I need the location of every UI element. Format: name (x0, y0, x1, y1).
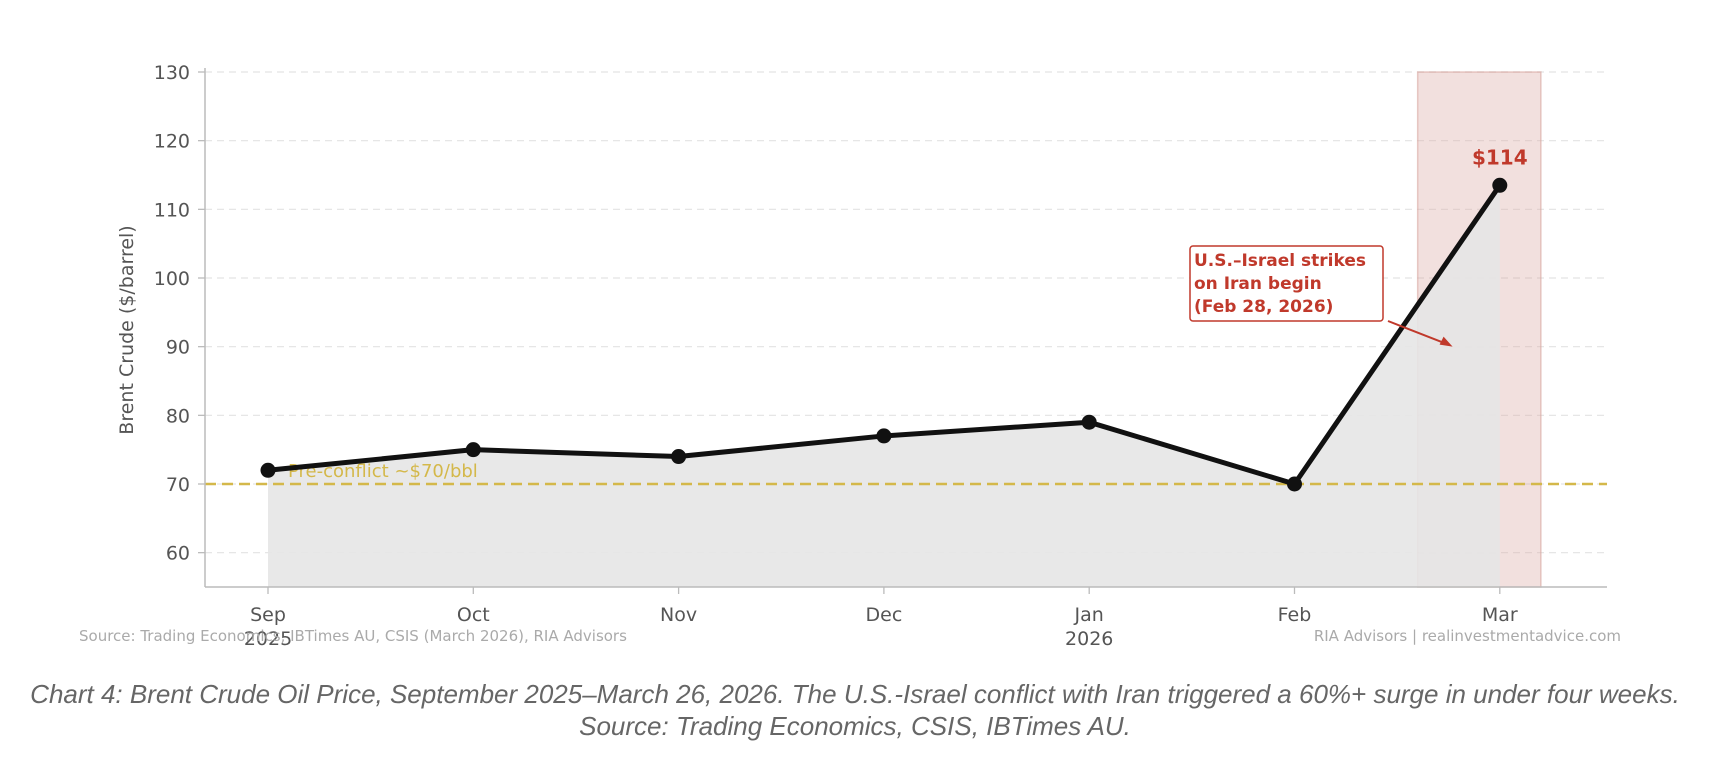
data-point (260, 462, 276, 478)
annotation-arrow-head (1439, 336, 1453, 347)
strike-annotation-box (1189, 245, 1384, 322)
area-under-line (268, 185, 1500, 588)
area-fill (268, 185, 1500, 588)
x-tick-sublabel: 2025 (244, 628, 292, 650)
annotation-arrow-shaft (1387, 320, 1449, 346)
strike-annotation-text: U.S.–Israel strikes (1194, 251, 1366, 271)
y-tick-label: 130 (154, 62, 190, 84)
annotations: U.S.–Israel strikes on Iran begin (Feb 28,… (1189, 145, 1528, 347)
data-point (876, 428, 892, 444)
x-tick-label: Jan (1074, 604, 1104, 626)
y-tick-label: 80 (166, 405, 190, 427)
strike-annotation-text: on Iran begin (1194, 274, 1322, 294)
data-point (1081, 414, 1097, 430)
y-tick-label: 110 (154, 199, 190, 221)
y-tick-label: 90 (166, 337, 190, 359)
x-tick-sublabel: 2026 (1065, 628, 1113, 650)
x-tick-label: Dec (866, 604, 903, 626)
data-point (465, 442, 481, 458)
data-point (671, 449, 687, 465)
chart-caption: Chart 4: Brent Crude Oil Price, Septembe… (30, 679, 1680, 741)
x-tick-label: Feb (1278, 604, 1312, 626)
pre-conflict-label: Pre-conflict ~$70/bbl (288, 461, 478, 482)
y-axis-label: Brent Crude ($/barrel) (116, 225, 138, 434)
y-tick-label: 120 (154, 131, 190, 153)
source-right: RIA Advisors | realinvestmentadvice.com (1314, 627, 1621, 645)
reference-line-group: Pre-conflict ~$70/bbl (205, 461, 1607, 486)
data-point (1287, 476, 1302, 492)
x-tick-label: Sep (250, 604, 286, 626)
x-tick-label: Nov (660, 604, 697, 626)
source-left: Source: Trading Economics, IBTimes AU, C… (79, 627, 627, 645)
strike-annotation-text: (Feb 28, 2026) (1194, 297, 1333, 317)
y-tick-label: 60 (166, 543, 190, 565)
series-line-group (260, 177, 1508, 492)
y-tick-label: 100 (154, 268, 190, 290)
data-point (1492, 177, 1508, 193)
peak-price-label: $114 (1472, 145, 1528, 169)
x-tick-label: Mar (1482, 604, 1518, 626)
y-tick-label: 70 (166, 474, 190, 496)
x-tick-label: Oct (457, 604, 490, 626)
